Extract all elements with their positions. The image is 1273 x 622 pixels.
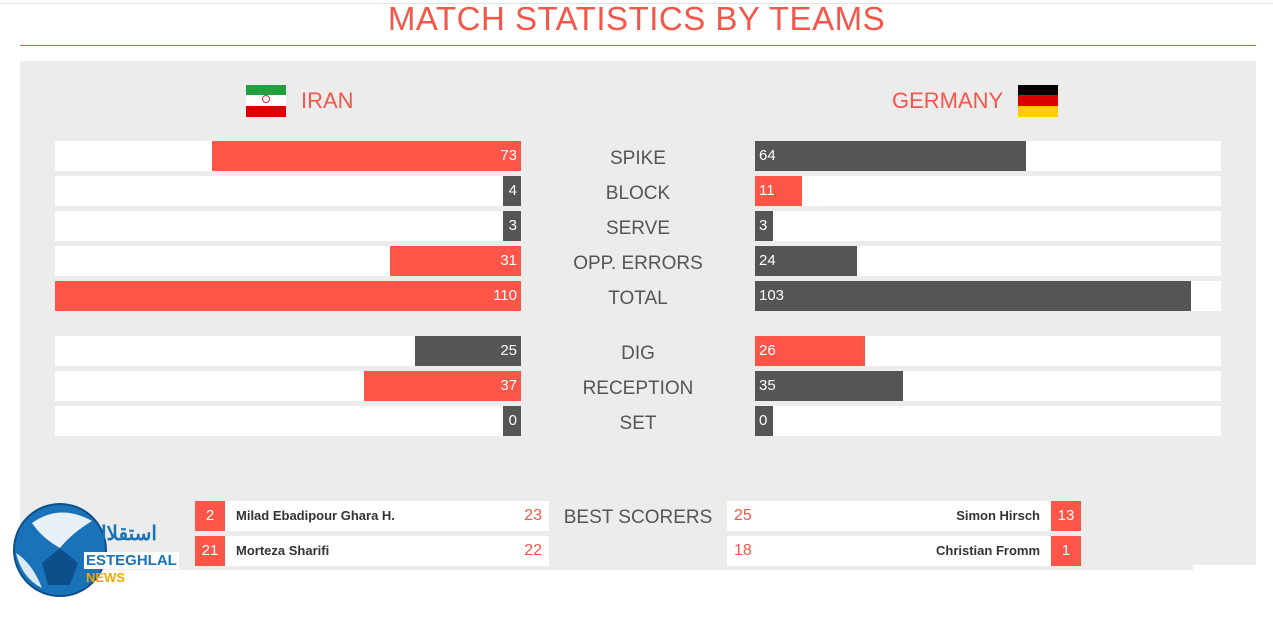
bar-track-left: 31 (55, 246, 521, 276)
bar-left: 110 (55, 281, 521, 311)
stat-label: BLOCK (605, 183, 671, 204)
scorer-name: Milad Ebadipour Ghara H. (236, 508, 395, 523)
stat-row-block: 4 BLOCK 11 (0, 176, 1273, 206)
stat-row-set: 0 SET 0 (0, 406, 1273, 436)
top-border (0, 3, 1273, 4)
bar-right: 0 (755, 406, 773, 436)
scorer-points: 23 (524, 507, 542, 524)
bar-left: 25 (415, 336, 521, 366)
bar-track-left: 37 (55, 371, 521, 401)
bar-track-left: 73 (55, 141, 521, 171)
stat-row-spike: 73 SPIKE 64 (0, 141, 1273, 171)
bar-right: 3 (755, 211, 773, 241)
bar-left: 4 (503, 176, 521, 206)
scorer-left-1: 2 Milad Ebadipour Ghara H. 23 (195, 501, 549, 531)
stat-row-serve: 3 SERVE 3 (0, 211, 1273, 241)
team-header-left: IRAN (246, 84, 354, 117)
scorer-number: 2 (195, 501, 225, 531)
bar-right: 11 (755, 176, 802, 206)
logo-persian-text: استقلال (92, 523, 157, 545)
iran-flag-icon (246, 84, 286, 117)
scorer-right-2: 18 Christian Fromm 1 (727, 536, 1081, 566)
flag-stripe-gold (1018, 105, 1059, 117)
bar-track-left: 110 (55, 281, 521, 311)
scorer-number: 13 (1051, 501, 1081, 531)
bar-left: 37 (364, 371, 521, 401)
bar-track-left: 4 (55, 176, 521, 206)
scorer-left-2: 21 Morteza Sharifi 22 (195, 536, 549, 566)
flag-stripe-black (1018, 84, 1059, 96)
logo-news-text: NEWS (86, 570, 125, 585)
stats-panel (20, 61, 1256, 570)
bar-track-right: 11 (755, 176, 1221, 206)
bar-left: 73 (211, 141, 521, 171)
flag-stripe-red (1018, 95, 1059, 106)
bar-track-right: 0 (755, 406, 1221, 436)
scorer-number: 1 (1051, 536, 1081, 566)
stat-row-total: 110 TOTAL 103 (0, 281, 1273, 311)
stat-label: SPIKE (610, 148, 666, 169)
scorer-name: Christian Fromm (935, 543, 1040, 558)
stat-label: SET (619, 413, 657, 434)
bar-right: 64 (755, 141, 1027, 171)
stat-row-opp-errors: 31 OPP. ERRORS 24 (0, 246, 1273, 276)
scorer-points: 22 (524, 542, 542, 559)
team-header-right: GERMANY (892, 84, 1059, 117)
stat-label: DIG (621, 343, 655, 364)
stat-label: TOTAL (608, 288, 668, 309)
bar-left: 31 (389, 246, 521, 276)
scorer-points: 25 (734, 507, 752, 524)
bar-right: 24 (755, 246, 857, 276)
stat-label: RECEPTION (582, 378, 694, 399)
panel-corner-strip (1193, 565, 1273, 575)
bar-left: 0 (503, 406, 521, 436)
bar-track-right: 103 (755, 281, 1221, 311)
bar-track-left: 25 (55, 336, 521, 366)
bar-track-right: 3 (755, 211, 1221, 241)
bar-track-left: 0 (55, 406, 521, 436)
flag-stripe-green (246, 84, 286, 96)
logo-ball-icon (13, 503, 107, 597)
bar-track-right: 24 (755, 246, 1221, 276)
flag-emblem (262, 94, 270, 103)
logo-esteghlal-text: ESTEGHLAL (84, 552, 179, 569)
bar-track-left: 3 (55, 211, 521, 241)
bar-track-right: 64 (755, 141, 1221, 171)
germany-flag-icon (1018, 84, 1059, 117)
stat-label: OPP. ERRORS (573, 253, 703, 274)
scorer-number: 21 (195, 536, 225, 566)
esteghlal-news-logo: استقلال ESTEGHLAL NEWS (12, 503, 179, 598)
scorer-points: 18 (734, 542, 752, 559)
bar-right: 35 (755, 371, 904, 401)
team-name-left: IRAN (301, 87, 354, 113)
bar-track-right: 26 (755, 336, 1221, 366)
stat-row-reception: 37 RECEPTION 35 (0, 371, 1273, 401)
bar-left: 3 (503, 211, 521, 241)
best-scorers-label: BEST SCORERS (563, 507, 713, 528)
scorer-name: Morteza Sharifi (236, 543, 330, 558)
team-name-right: GERMANY (892, 87, 1004, 113)
stat-label: SERVE (605, 218, 671, 239)
page-title: MATCH STATISTICS BY TEAMS (387, 0, 886, 37)
bar-right: 103 (755, 281, 1192, 311)
bar-track-right: 35 (755, 371, 1221, 401)
scorer-right-1: 25 Simon Hirsch 13 (727, 501, 1081, 531)
title-divider (20, 45, 1256, 46)
stat-row-dig: 25 DIG 26 (0, 336, 1273, 366)
scorer-name: Simon Hirsch (956, 508, 1040, 523)
flag-stripe-red (246, 105, 286, 117)
bar-right: 26 (755, 336, 866, 366)
